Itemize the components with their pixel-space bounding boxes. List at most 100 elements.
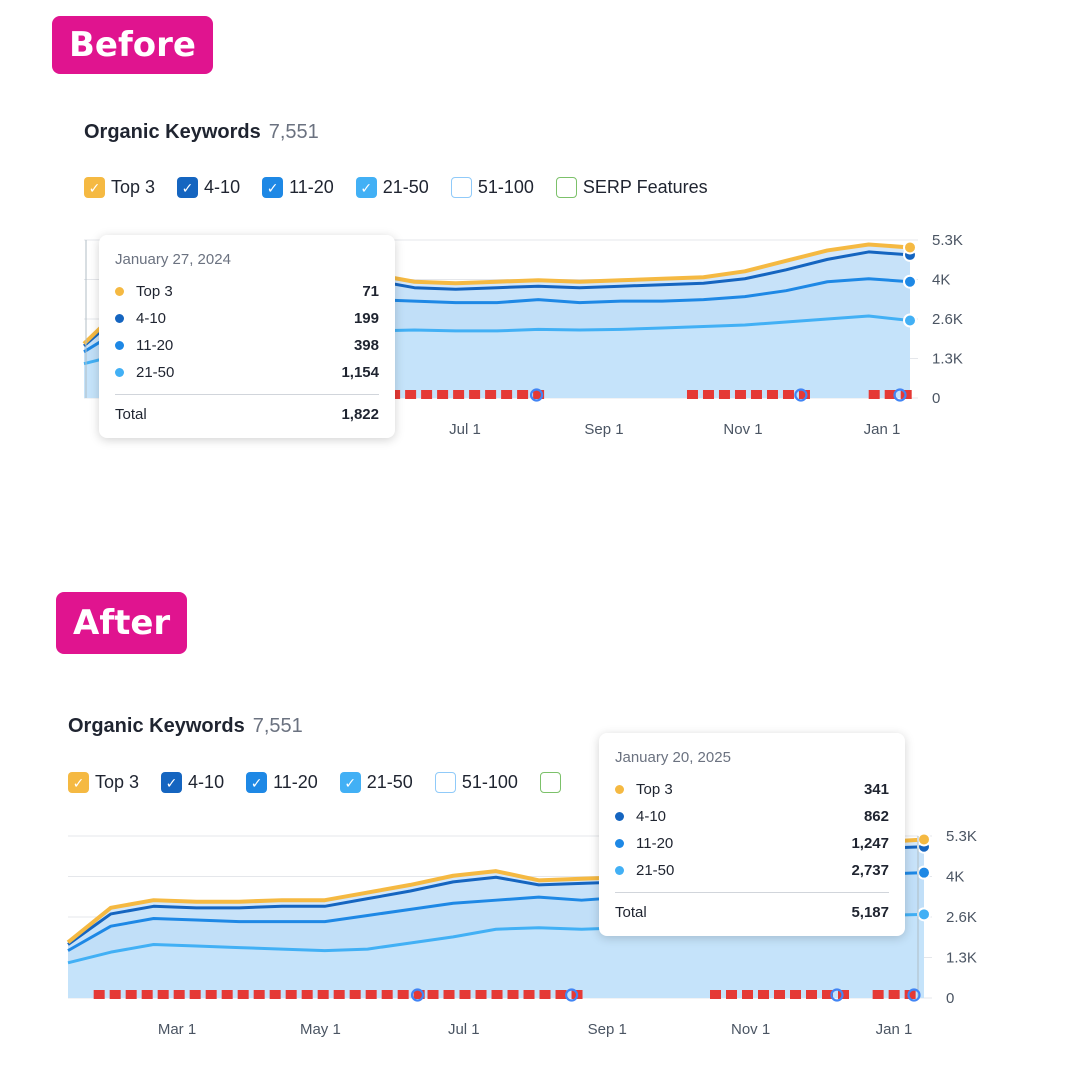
legend-item-11-20[interactable]: ✓ 11-20 bbox=[246, 772, 318, 793]
event-flag-icon[interactable] bbox=[790, 990, 801, 999]
google-update-icon[interactable] bbox=[410, 988, 425, 1002]
checkbox-checked-icon[interactable]: ✓ bbox=[355, 177, 377, 198]
event-flag-icon[interactable] bbox=[710, 990, 721, 999]
event-flag-icon[interactable] bbox=[173, 990, 185, 999]
event-flag-icon[interactable] bbox=[523, 990, 535, 999]
legend-item-21-50[interactable]: ✓ 21-50 bbox=[355, 177, 429, 198]
series-end-point[interactable] bbox=[917, 907, 931, 922]
event-flag-icon[interactable] bbox=[742, 990, 753, 999]
checkbox-empty-icon[interactable] bbox=[539, 772, 561, 793]
event-flag-icon[interactable] bbox=[285, 990, 297, 999]
checkbox-checked-icon[interactable]: ✓ bbox=[246, 772, 268, 793]
event-flag-icon[interactable] bbox=[798, 390, 810, 399]
legend-item-11-20[interactable]: ✓ 11-20 bbox=[262, 177, 334, 198]
y-tick-label: 1.3K bbox=[946, 950, 977, 967]
event-flag-icon[interactable] bbox=[469, 390, 481, 399]
event-flag-icon[interactable] bbox=[758, 990, 769, 999]
event-flag-icon[interactable] bbox=[507, 990, 519, 999]
checkbox-checked-icon[interactable]: ✓ bbox=[161, 772, 183, 793]
event-flag-icon[interactable] bbox=[533, 390, 545, 399]
event-flag-icon[interactable] bbox=[718, 390, 730, 399]
event-flag-icon[interactable] bbox=[686, 390, 698, 399]
event-flag-icon[interactable] bbox=[189, 990, 201, 999]
event-flag-icon[interactable] bbox=[381, 990, 393, 999]
event-flag-icon[interactable] bbox=[317, 990, 329, 999]
event-flag-icon[interactable] bbox=[443, 990, 455, 999]
legend-label: 21-50 bbox=[366, 772, 413, 792]
event-flag-icon[interactable] bbox=[822, 990, 833, 999]
series-end-point[interactable] bbox=[903, 274, 917, 289]
event-flag-icon[interactable] bbox=[253, 990, 265, 999]
event-flag-icon[interactable] bbox=[405, 390, 417, 399]
checkbox-empty-icon[interactable] bbox=[434, 772, 456, 793]
event-flag-icon[interactable] bbox=[349, 990, 361, 999]
event-flag-icon[interactable] bbox=[904, 990, 916, 999]
google-update-icon[interactable] bbox=[893, 388, 907, 402]
event-flag-icon[interactable] bbox=[782, 390, 794, 399]
event-flag-icon[interactable] bbox=[872, 990, 884, 999]
event-flag-icon[interactable] bbox=[539, 990, 551, 999]
event-flag-icon[interactable] bbox=[269, 990, 281, 999]
legend-item-51-100[interactable]: 51-100 bbox=[450, 177, 534, 198]
event-flag-icon[interactable] bbox=[333, 990, 345, 999]
event-flag-icon[interactable] bbox=[237, 990, 249, 999]
series-end-point[interactable] bbox=[917, 865, 931, 880]
event-flag-icon[interactable] bbox=[555, 990, 567, 999]
legend-item-top-3[interactable]: ✓ Top 3 bbox=[84, 177, 155, 198]
event-flag-icon[interactable] bbox=[413, 990, 425, 999]
event-flag-icon[interactable] bbox=[459, 990, 471, 999]
event-flag-icon[interactable] bbox=[141, 990, 153, 999]
series-end-point[interactable] bbox=[903, 313, 917, 328]
legend-item-4-10[interactable]: ✓ 4-10 bbox=[177, 177, 240, 198]
event-flag-icon[interactable] bbox=[485, 390, 497, 399]
series-end-point[interactable] bbox=[903, 240, 917, 255]
event-flag-icon[interactable] bbox=[766, 390, 778, 399]
checkbox-checked-icon[interactable]: ✓ bbox=[339, 772, 361, 793]
event-flag-icon[interactable] bbox=[301, 990, 313, 999]
event-flag-icon[interactable] bbox=[888, 990, 900, 999]
event-flag-icon[interactable] bbox=[726, 990, 737, 999]
event-flag-icon[interactable] bbox=[806, 990, 817, 999]
legend-item-top-3[interactable]: ✓ Top 3 bbox=[68, 772, 139, 793]
legend-item-serp-features[interactable] bbox=[539, 772, 567, 793]
event-flag-icon[interactable] bbox=[453, 390, 465, 399]
event-flag-icon[interactable] bbox=[437, 390, 449, 399]
checkbox-checked-icon[interactable]: ✓ bbox=[68, 772, 89, 793]
event-flag-icon[interactable] bbox=[517, 390, 529, 399]
event-flag-icon[interactable] bbox=[475, 990, 487, 999]
legend-item-serp-features[interactable]: SERP Features bbox=[555, 177, 708, 198]
event-flag-icon[interactable] bbox=[491, 990, 503, 999]
event-flag-icon[interactable] bbox=[109, 990, 121, 999]
event-flag-icon[interactable] bbox=[125, 990, 137, 999]
google-update-icon[interactable] bbox=[565, 988, 579, 1002]
google-update-icon[interactable] bbox=[529, 388, 544, 402]
google-update-icon[interactable] bbox=[830, 988, 844, 1002]
event-flag-icon[interactable] bbox=[157, 990, 169, 999]
series-end-point[interactable] bbox=[917, 832, 931, 847]
checkbox-empty-icon[interactable] bbox=[450, 177, 472, 198]
legend-item-51-100[interactable]: 51-100 bbox=[434, 772, 518, 793]
event-flag-icon[interactable] bbox=[93, 990, 105, 999]
event-flag-icon[interactable] bbox=[884, 390, 896, 399]
event-flag-icon[interactable] bbox=[702, 390, 714, 399]
event-flag-icon[interactable] bbox=[750, 390, 762, 399]
checkbox-checked-icon[interactable]: ✓ bbox=[177, 177, 199, 198]
event-flag-icon[interactable] bbox=[397, 990, 409, 999]
event-flag-icon[interactable] bbox=[365, 990, 377, 999]
event-flag-icon[interactable] bbox=[774, 990, 785, 999]
google-update-icon[interactable] bbox=[794, 388, 808, 402]
tooltip-series-name: Top 3 bbox=[636, 781, 673, 798]
checkbox-empty-icon[interactable] bbox=[555, 177, 577, 198]
google-update-icon[interactable] bbox=[907, 988, 921, 1002]
event-flag-icon[interactable] bbox=[421, 390, 433, 399]
event-flag-icon[interactable] bbox=[501, 390, 513, 399]
checkbox-checked-icon[interactable]: ✓ bbox=[262, 177, 284, 198]
event-flag-icon[interactable] bbox=[221, 990, 233, 999]
event-flag-icon[interactable] bbox=[868, 390, 880, 399]
event-flag-icon[interactable] bbox=[427, 990, 439, 999]
legend-item-4-10[interactable]: ✓ 4-10 bbox=[161, 772, 224, 793]
legend-item-21-50[interactable]: ✓ 21-50 bbox=[339, 772, 413, 793]
checkbox-checked-icon[interactable]: ✓ bbox=[84, 177, 105, 198]
event-flag-icon[interactable] bbox=[734, 390, 746, 399]
event-flag-icon[interactable] bbox=[205, 990, 217, 999]
